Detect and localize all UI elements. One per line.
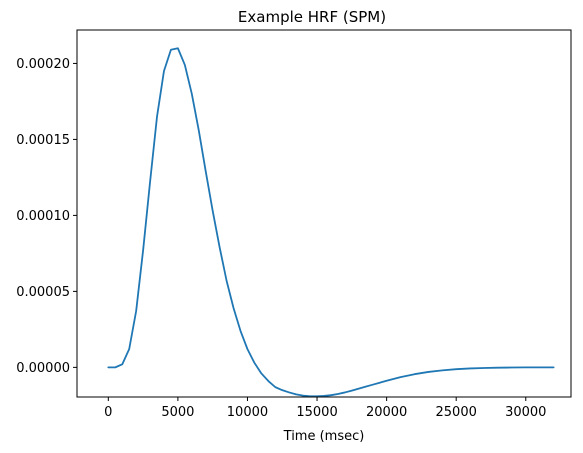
x-axis: 0 5000 10000 15000 20000 25000 30000 bbox=[104, 397, 546, 420]
y-tick-label: 0.00015 bbox=[16, 133, 70, 148]
y-tick-label: 0.00000 bbox=[16, 361, 70, 376]
x-tick-label: 25000 bbox=[436, 405, 477, 420]
x-tick-label: 10000 bbox=[227, 405, 268, 420]
y-axis: 0.00000 0.00005 0.00010 0.00015 0.00020 bbox=[16, 57, 77, 376]
x-tick-label: 5000 bbox=[161, 405, 194, 420]
chart-title: Example HRF (SPM) bbox=[238, 8, 386, 26]
y-tick-label: 0.00005 bbox=[16, 285, 70, 300]
plot-area bbox=[107, 47, 555, 398]
x-axis-label: Time (msec) bbox=[283, 429, 365, 444]
series-line-0 bbox=[107, 47, 555, 398]
y-tick-label: 0.00010 bbox=[16, 209, 70, 224]
x-tick-label: 30000 bbox=[505, 405, 546, 420]
x-tick-label: 20000 bbox=[366, 405, 407, 420]
y-tick-label: 0.00020 bbox=[16, 57, 70, 72]
x-tick-label: 0 bbox=[104, 405, 112, 420]
x-tick-label: 15000 bbox=[296, 405, 337, 420]
axes-frame bbox=[76, 29, 572, 398]
